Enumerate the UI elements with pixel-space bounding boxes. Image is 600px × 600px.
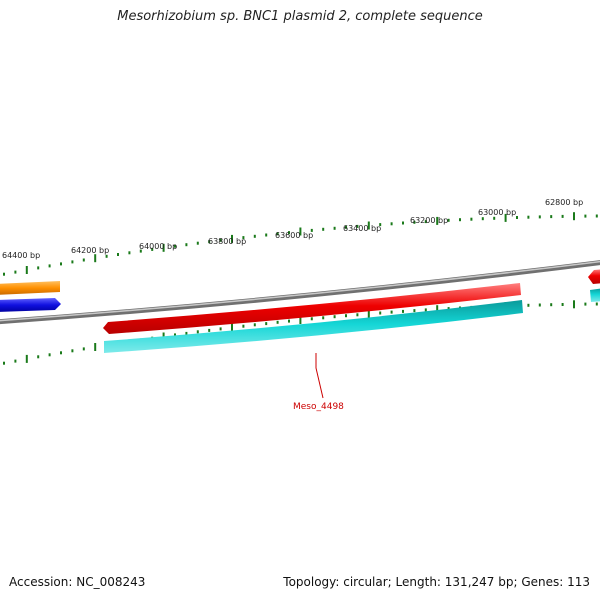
scale-label: 64000 bp xyxy=(139,242,177,251)
scale-label: 63400 bp xyxy=(343,224,381,233)
gene-arrow-blue[interactable] xyxy=(0,298,61,312)
scale-label: 63200 bp xyxy=(410,216,448,225)
feature-orange[interactable] xyxy=(0,281,60,295)
summary-text: Topology: circular; Length: 131,247 bp; … xyxy=(283,575,590,589)
scale-label: 63000 bp xyxy=(478,208,516,217)
feature-cyan-right[interactable] xyxy=(590,288,600,302)
scale-label: 63800 bp xyxy=(208,237,246,246)
gene-arrow-red-right[interactable] xyxy=(588,269,600,284)
gene-label[interactable]: Meso_4498 xyxy=(293,402,344,412)
scale-label: 64400 bp xyxy=(2,251,40,260)
map-title: Mesorhizobium sp. BNC1 plasmid 2, comple… xyxy=(117,9,483,24)
feature-cyan[interactable] xyxy=(104,300,523,353)
accession-text: Accession: NC_008243 xyxy=(9,575,146,589)
gene-callout-line xyxy=(315,353,324,399)
scale-ticks-upper xyxy=(3,212,598,276)
gene-arrow-red[interactable] xyxy=(103,283,521,334)
scale-labels: 64400 bp 64200 bp 64000 bp 63800 bp 6360… xyxy=(2,198,583,260)
scale-label: 63600 bp xyxy=(275,231,313,240)
scale-label: 64200 bp xyxy=(71,246,109,255)
plasmid-backbone xyxy=(0,260,600,325)
scale-label: 62800 bp xyxy=(545,198,583,207)
